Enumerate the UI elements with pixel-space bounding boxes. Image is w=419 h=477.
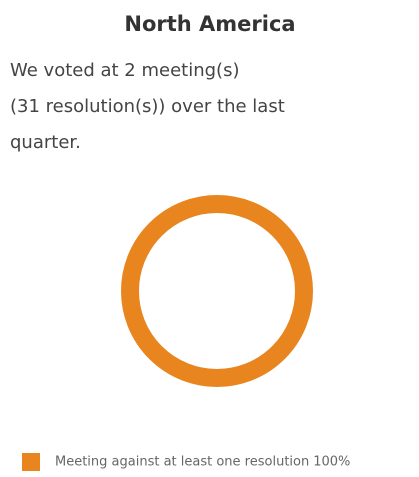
legend-swatch — [22, 453, 40, 471]
subtitle: We voted at 2 meeting(s) (31 resolution(s… — [10, 60, 285, 153]
legend-value: 100% — [313, 455, 350, 470]
chart-title: North America — [124, 12, 295, 36]
legend: Meeting against at least one resolution 1… — [22, 453, 350, 471]
plot — [121, 195, 313, 387]
subtitle-line: We voted at 2 meeting(s) — [10, 60, 239, 81]
subtitle-line: (31 resolution(s)) over the last — [10, 96, 285, 117]
subtitle-line: quarter. — [10, 132, 81, 153]
legend-label: Meeting against at least one resolution — [55, 455, 309, 470]
donut-slice — [121, 195, 313, 387]
